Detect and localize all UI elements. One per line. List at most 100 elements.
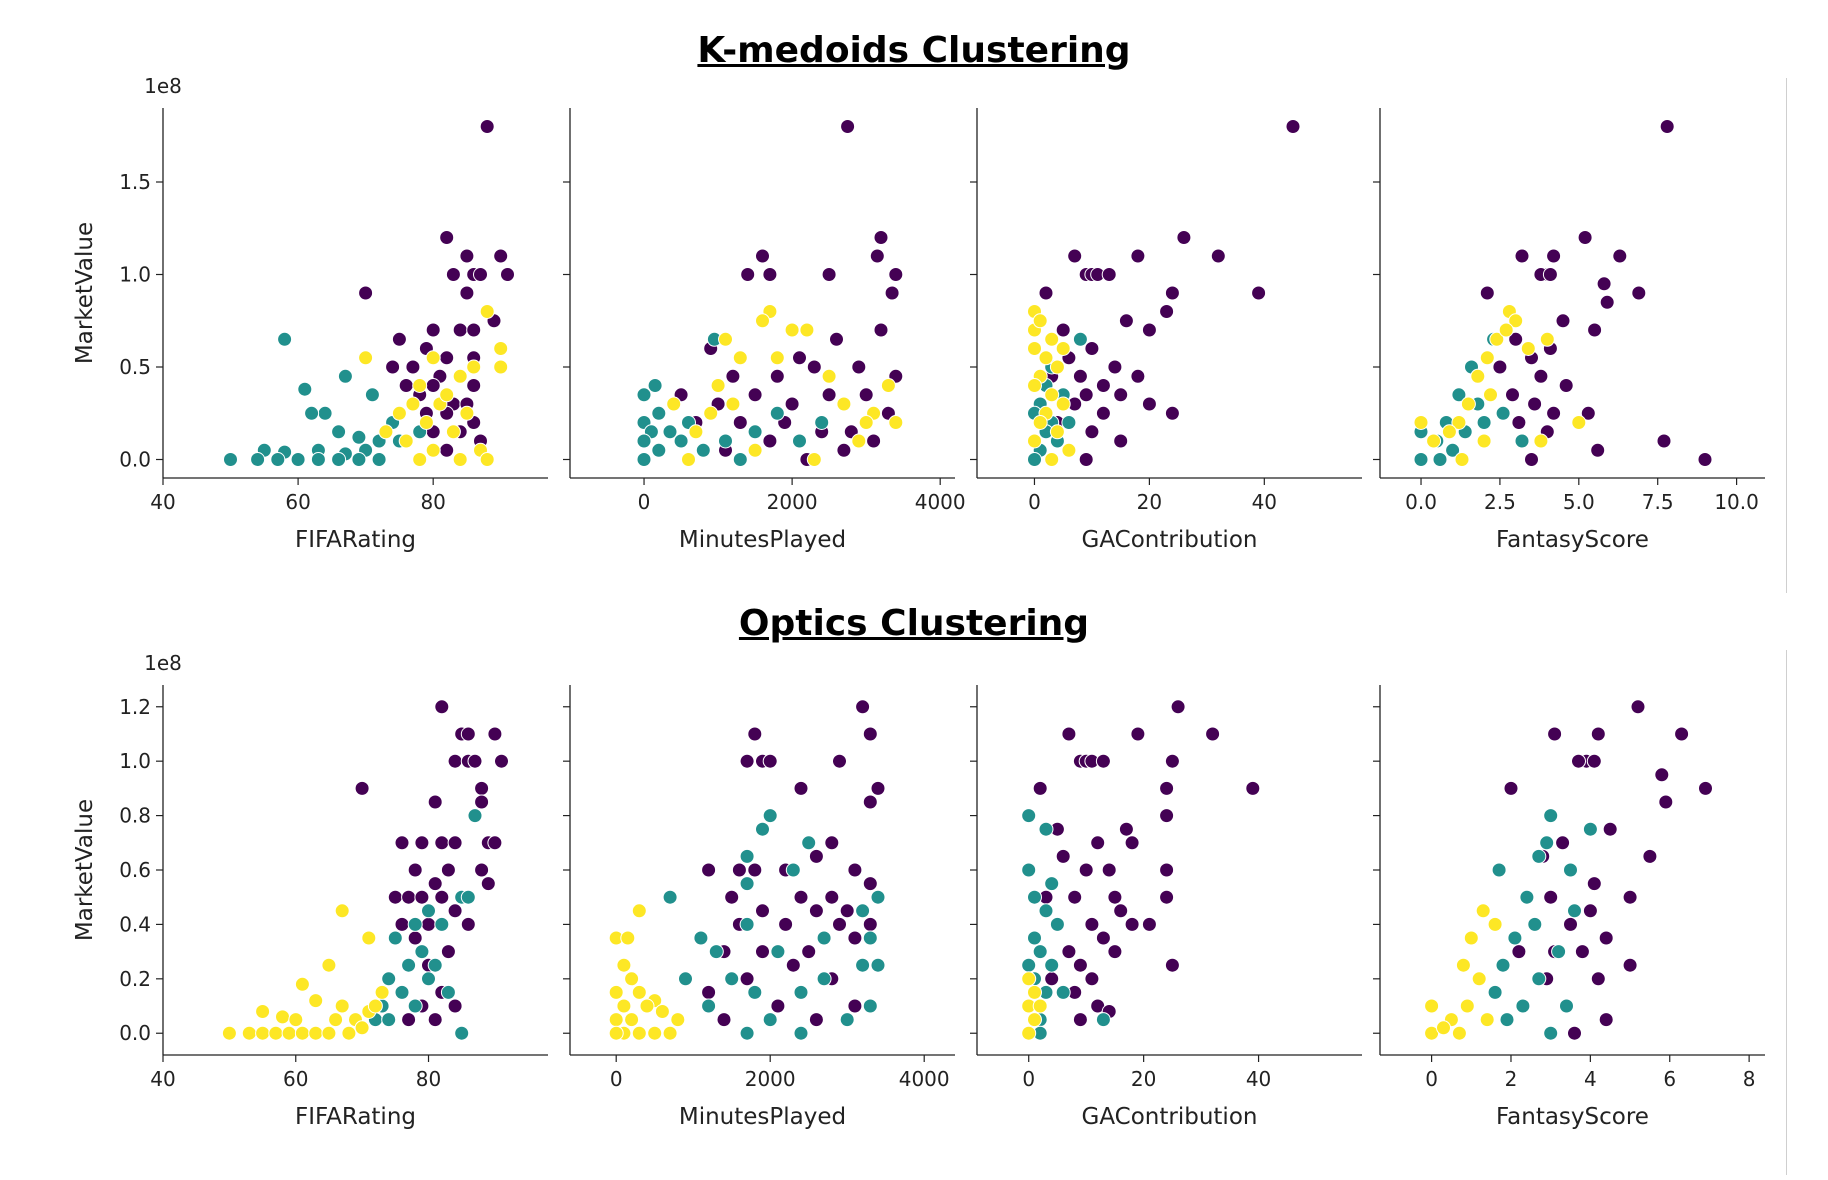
data-point-yellow [703, 405, 719, 421]
data-point-teal [454, 1025, 470, 1041]
data-point-yellow [367, 998, 383, 1014]
data-point-purple [401, 1012, 417, 1028]
data-point-teal [1487, 984, 1503, 1000]
data-point-purple [778, 916, 794, 932]
data-point-purple [793, 889, 809, 905]
data-point-yellow [418, 415, 434, 430]
data-point-purple [421, 916, 436, 932]
data-point-purple [824, 835, 840, 851]
data-point-purple [1245, 780, 1261, 796]
data-point-teal [739, 916, 755, 932]
data-point-purple [473, 267, 488, 282]
data-point-purple [1612, 248, 1628, 264]
x-axis-label: MinutesPlayed [679, 527, 846, 553]
data-point-purple [439, 350, 455, 366]
data-point-purple [1563, 916, 1578, 932]
x-tick-label: 0 [638, 490, 651, 514]
data-point-purple [1124, 916, 1140, 932]
data-point-teal [1582, 821, 1598, 837]
data-point-purple [1654, 767, 1670, 783]
data-point-teal [351, 429, 367, 445]
data-point-teal [1055, 984, 1071, 1000]
data-point-purple [425, 322, 441, 338]
series-teal [1487, 808, 1598, 1041]
data-point-purple [1555, 835, 1571, 851]
series-yellow [1424, 903, 1503, 1041]
data-point-yellow [1508, 313, 1524, 329]
data-point-teal [421, 971, 436, 987]
data-point-yellow [1470, 368, 1486, 384]
data-point-purple [873, 322, 889, 338]
data-point-purple [739, 753, 755, 769]
data-point-yellow [718, 331, 733, 347]
data-point-purple [1590, 726, 1606, 742]
data-point-purple [1118, 821, 1134, 837]
data-point-yellow [1044, 452, 1060, 467]
data-point-yellow [1498, 322, 1514, 338]
data-point-purple [839, 903, 855, 919]
data-point-purple [447, 998, 463, 1014]
kmedoids-panel-gacontribution: 0 20 40 GAContribution [970, 108, 1362, 553]
data-point-purple [847, 862, 863, 878]
data-point-purple [405, 359, 421, 375]
data-point-yellow [255, 1004, 271, 1019]
data-point-yellow [681, 452, 696, 467]
data-point-teal [364, 387, 380, 403]
data-point-yellow [459, 405, 475, 421]
data-point-yellow [616, 957, 632, 973]
data-point-yellow [858, 415, 874, 430]
data-point-yellow [784, 322, 800, 338]
x-tick-label: 2 [1505, 1067, 1518, 1091]
data-point-yellow [1436, 1020, 1451, 1036]
data-point-purple [1492, 359, 1508, 375]
data-point-purple [474, 862, 490, 878]
data-point-yellow [710, 378, 726, 393]
data-point-yellow [1044, 331, 1060, 347]
data-point-purple [398, 378, 414, 393]
data-point-teal [678, 971, 693, 987]
data-point-purple [888, 267, 904, 282]
data-point-teal [1032, 944, 1048, 960]
data-point-teal [407, 998, 423, 1014]
data-point-yellow [425, 442, 441, 458]
data-point-purple [1061, 944, 1077, 960]
series-purple [1038, 119, 1301, 467]
data-point-purple [1159, 862, 1175, 878]
data-point-purple [716, 1012, 732, 1028]
data-point-purple [1176, 230, 1192, 245]
data-point-yellow [241, 1025, 257, 1041]
data-point-yellow [631, 903, 647, 919]
data-point-purple [1038, 285, 1054, 301]
x-tick-label: 0 [1028, 490, 1041, 514]
data-point-purple [1084, 424, 1100, 440]
data-point-teal [371, 452, 387, 467]
data-point-teal [693, 930, 709, 946]
data-point-purple [862, 876, 878, 892]
data-point-purple [391, 331, 407, 347]
x-axis-label: FantasyScore [1496, 1104, 1649, 1130]
data-point-purple [740, 267, 756, 282]
data-point-yellow [1055, 396, 1071, 412]
data-point-purple [1505, 387, 1520, 403]
data-point-teal [792, 433, 807, 449]
data-point-teal [421, 903, 436, 919]
data-point-teal [1061, 415, 1077, 430]
data-point-yellow [1451, 1025, 1467, 1041]
data-point-purple [1084, 341, 1100, 356]
data-point-purple [755, 248, 770, 264]
data-point-yellow [608, 1025, 624, 1041]
data-point-teal [739, 876, 755, 892]
data-point-yellow [662, 1025, 678, 1041]
data-point-purple [836, 442, 852, 458]
data-point-teal [1543, 808, 1559, 824]
data-point-yellow [670, 1012, 686, 1028]
data-point-purple [762, 267, 778, 282]
data-point-purple [1586, 753, 1602, 769]
data-point-purple [474, 794, 490, 810]
data-point-purple [808, 903, 824, 919]
data-point-purple [1558, 378, 1574, 393]
data-point-purple [487, 835, 503, 851]
data-point-purple [1164, 753, 1180, 769]
data-point-yellow [374, 984, 390, 1000]
data-point-purple [460, 726, 476, 742]
